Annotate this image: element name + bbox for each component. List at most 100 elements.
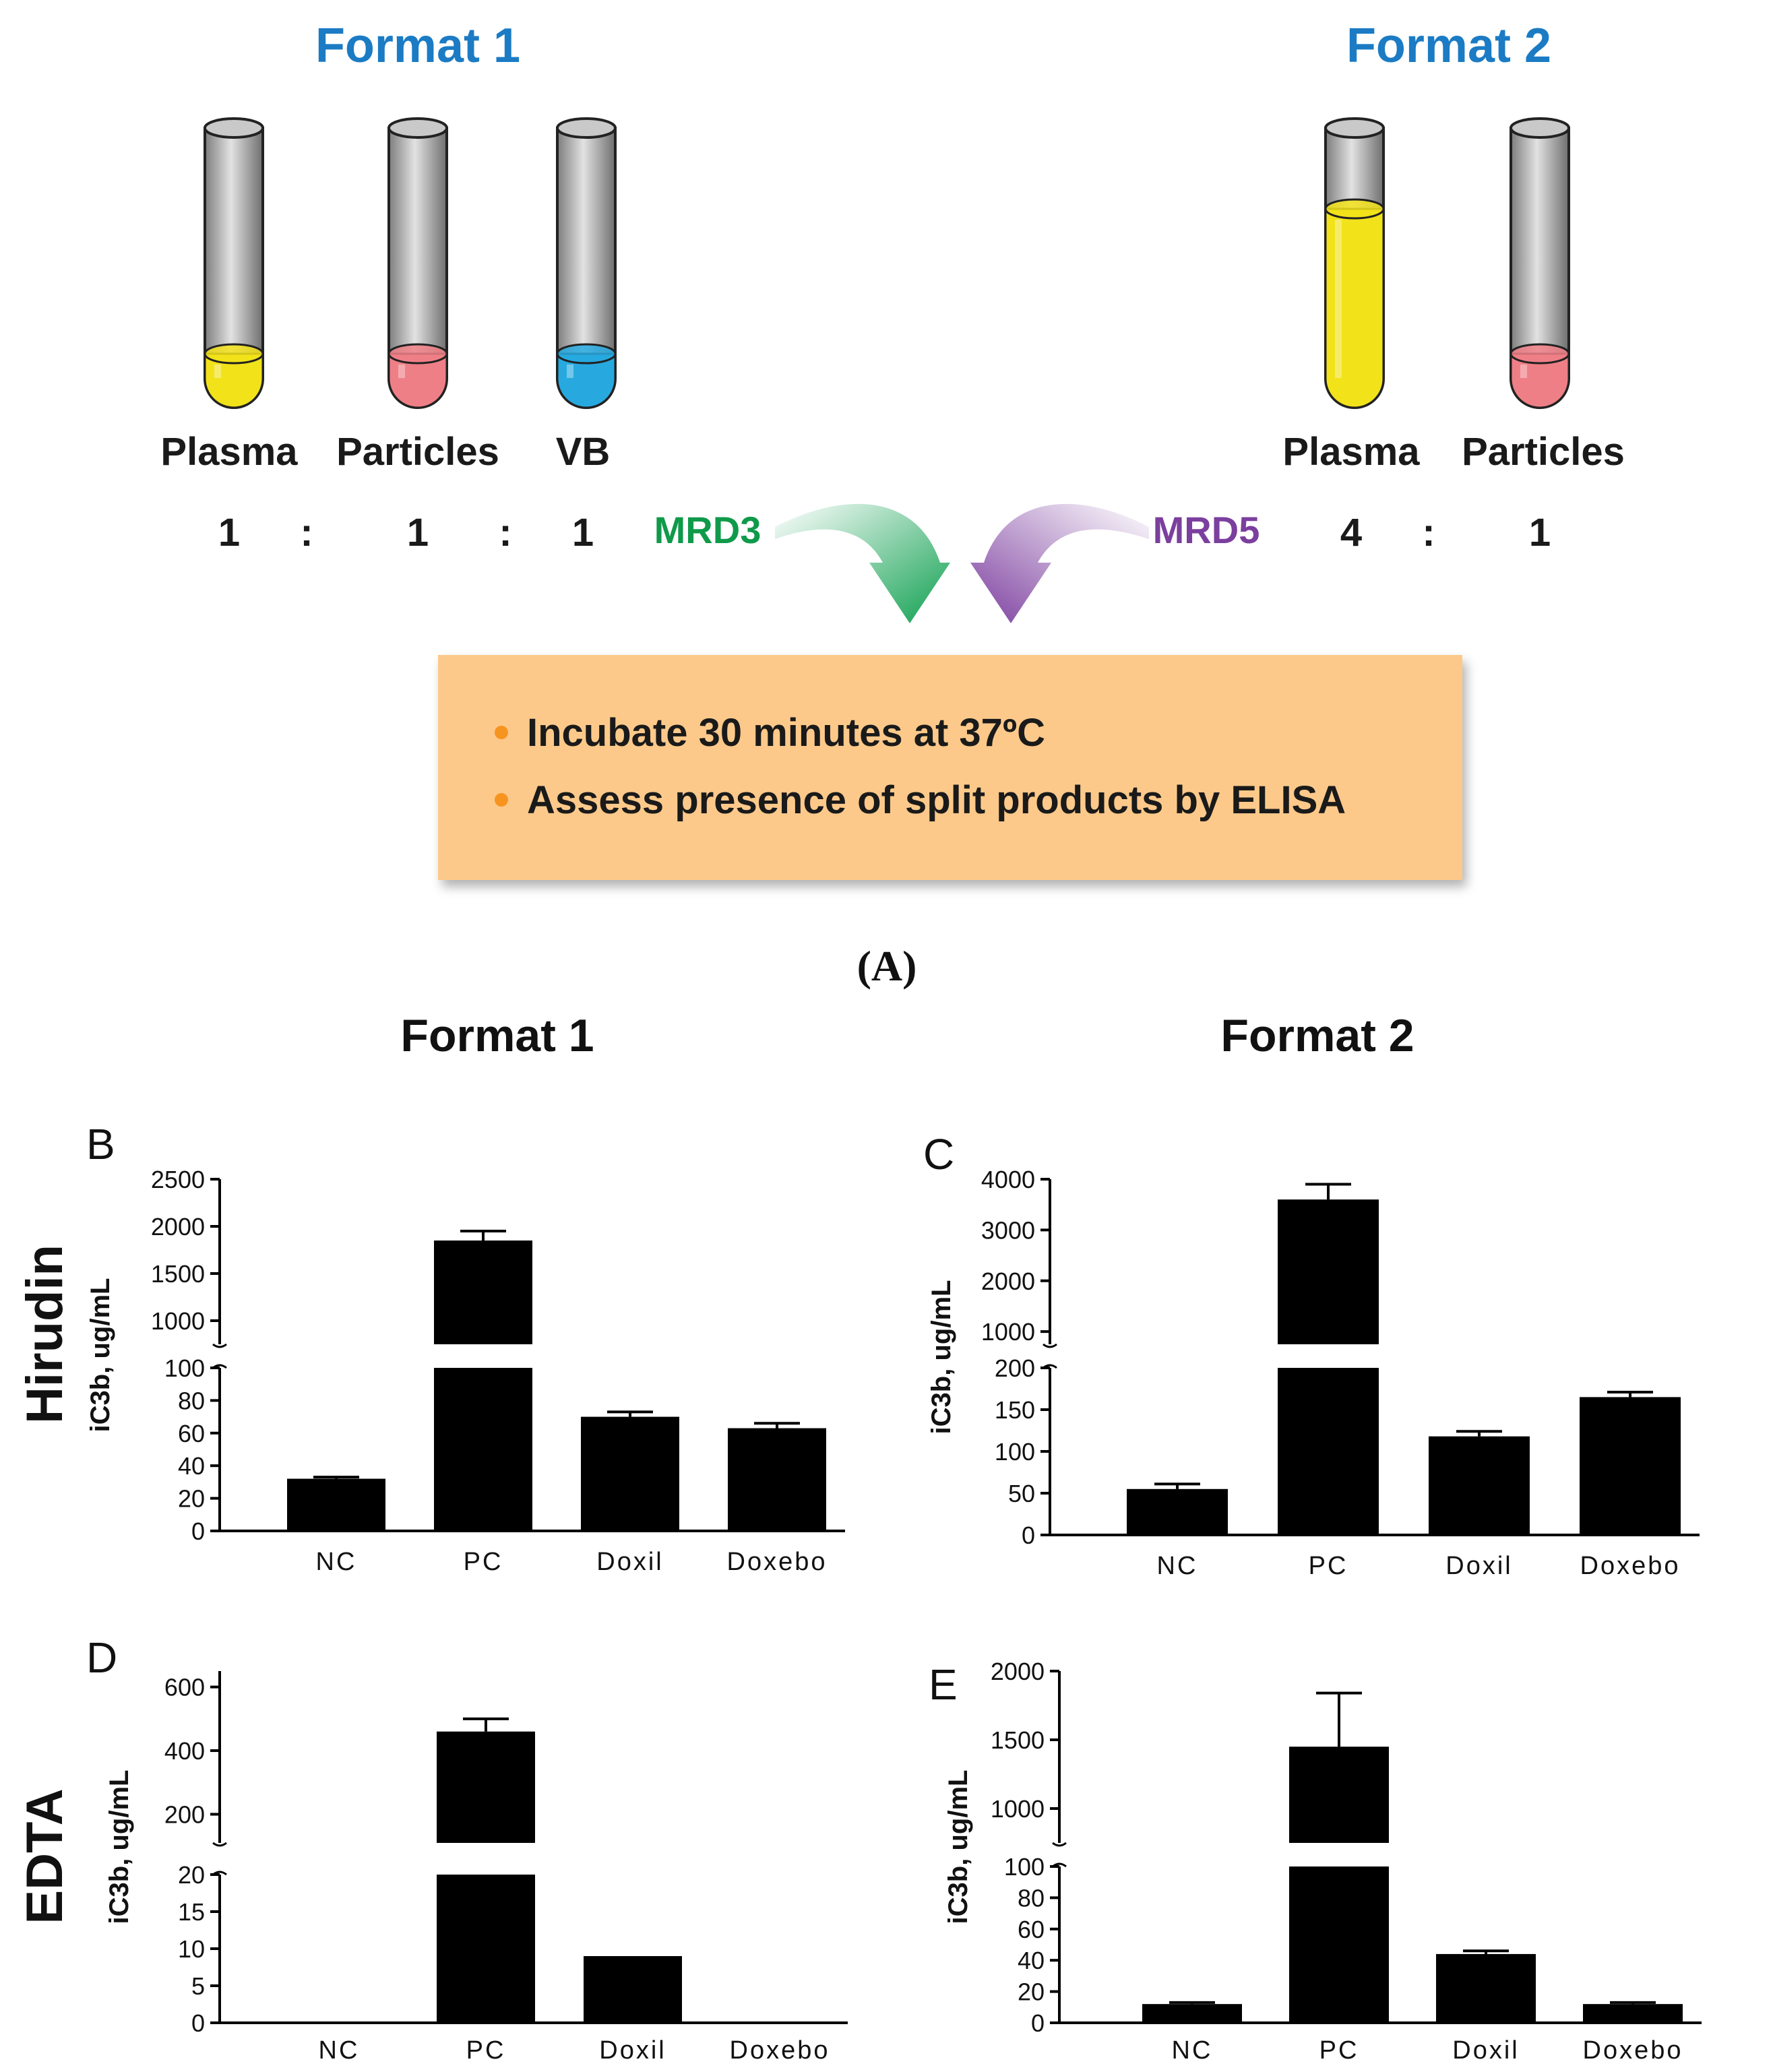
y-tick-label: 100 (1004, 1853, 1045, 1881)
tube-label-plasma-f2: Plasma (1282, 430, 1420, 474)
y-tick-label: 0 (1031, 2009, 1045, 2037)
bar-pc-lower (1289, 1866, 1389, 2023)
bar-doxil (584, 1956, 682, 2023)
y-tick-label: 3000 (981, 1216, 1035, 1244)
y-tick-label: 20 (1018, 1978, 1045, 2006)
y-tick-label: 15 (178, 1898, 205, 1926)
panel-letter: E (929, 1660, 958, 1709)
y-tick-label: 40 (1018, 1947, 1045, 1974)
y-tick-label: 1500 (991, 1726, 1045, 1754)
tube-label-particles-f1: Particles (336, 430, 499, 474)
mrd3-label: MRD3 (654, 509, 761, 551)
y-tick-label: 2000 (151, 1213, 205, 1241)
axis-break-mark (212, 1842, 227, 1847)
bullet-icon (495, 726, 508, 739)
y-tick-label: 1500 (151, 1260, 205, 1288)
panel-a: Format 1 Format 2 Plasma Particles VB Pl… (160, 19, 1624, 990)
y-tick-label: 60 (1018, 1916, 1045, 1943)
y-tick-label: 0 (191, 2009, 205, 2037)
panel-letter: D (86, 1633, 117, 1682)
bar-doxebo (728, 1428, 826, 1531)
y-tick-label: 200 (995, 1354, 1035, 1382)
x-tick-label: NC (1157, 1552, 1198, 1580)
x-tick-label: PC (1309, 1552, 1348, 1580)
x-tick-label: Doxebo (1583, 2036, 1683, 2065)
x-tick-label: PC (464, 1548, 503, 1576)
ratio-f1-plasma: 1 (218, 511, 240, 555)
x-tick-label: PC (466, 2036, 506, 2065)
y-tick-label: 100 (164, 1354, 205, 1382)
y-axis-label: iC3b, ug/mL (943, 1770, 973, 1924)
y-tick-label: 400 (164, 1737, 205, 1765)
ratio-f1-particles: 1 (407, 511, 429, 555)
panel-a-caption: (A) (857, 942, 917, 990)
tube-label-particles-f2: Particles (1462, 430, 1625, 474)
step-elisa: Assess presence of split products by ELI… (527, 778, 1346, 822)
x-tick-label: Doxil (596, 1548, 663, 1576)
ratio-sep: : (300, 511, 313, 555)
bar-doxil (581, 1416, 679, 1531)
test-tube-f1-0 (204, 117, 264, 409)
tube-group (204, 117, 1570, 409)
y-tick-label: 80 (1018, 1884, 1045, 1912)
bar-pc-upper (437, 1731, 535, 1843)
format1-title: Format 1 (315, 19, 520, 73)
y-tick-label: 150 (995, 1396, 1035, 1424)
bullet-icon (495, 793, 508, 807)
y-tick-label: 40 (178, 1452, 205, 1480)
format2-title: Format 2 (1346, 19, 1551, 73)
axis-break-mark (1043, 1343, 1057, 1348)
bar-pc-upper (434, 1241, 532, 1344)
y-tick-label: 4000 (981, 1166, 1035, 1193)
bar-nc (1142, 2004, 1242, 2023)
axis-break-mark (1052, 1842, 1067, 1847)
y-tick-label: 5 (191, 1972, 205, 2000)
x-tick-label: NC (319, 2036, 360, 2065)
bar-pc-lower (437, 1875, 535, 2023)
bar-doxebo (1580, 1397, 1681, 1535)
y-axis-label: iC3b, ug/mL (927, 1280, 956, 1435)
bar-pc-lower (1278, 1368, 1379, 1535)
x-tick-label: Doxil (1452, 2036, 1519, 2065)
tube-label-plasma-f1: Plasma (160, 430, 298, 474)
y-tick-label: 100 (995, 1438, 1035, 1466)
ratio-f2-plasma: 4 (1340, 511, 1362, 555)
panel-letter: C (923, 1130, 954, 1179)
panel-letter: B (86, 1120, 115, 1168)
y-tick-label: 2000 (981, 1267, 1035, 1295)
y-tick-label: 2000 (991, 1658, 1045, 1685)
test-tube-f1-2 (556, 117, 617, 409)
bar-pc-lower (434, 1368, 532, 1531)
bar-pc-upper (1278, 1199, 1379, 1344)
x-tick-label: Doxil (1445, 1552, 1512, 1580)
x-tick-label: PC (1319, 2036, 1359, 2065)
mrd5-arrow (970, 503, 1149, 623)
y-tick-label: 80 (178, 1387, 205, 1414)
ratio-sep: : (499, 511, 511, 555)
y-tick-label: 0 (1022, 1521, 1035, 1549)
y-tick-label: 20 (178, 1861, 205, 1889)
y-tick-label: 50 (1008, 1480, 1035, 1507)
ratio-sep: : (1422, 511, 1435, 555)
bar-nc (1127, 1488, 1228, 1535)
test-tube-f2-1 (1510, 117, 1570, 409)
ratio-f2-particles: 1 (1529, 511, 1551, 555)
bar-pc-upper (1289, 1747, 1389, 1843)
column-header-format2: Format 2 (1220, 1010, 1414, 1061)
row-header-hirudin: Hirudin (16, 1245, 73, 1424)
row-header-edta: EDTA (16, 1788, 73, 1924)
tube-label-vb-f1: VB (556, 430, 611, 474)
bar-doxebo (1583, 2004, 1683, 2023)
x-tick-label: NC (316, 1548, 357, 1576)
column-header-format1: Format 1 (400, 1010, 594, 1061)
x-tick-label: Doxebo (1580, 1552, 1681, 1580)
step-incubate: Incubate 30 minutes at 37ºC (527, 711, 1045, 755)
ratio-f1-vb: 1 (572, 511, 594, 555)
y-tick-label: 200 (164, 1801, 205, 1829)
y-axis-label: iC3b, ug/mL (86, 1278, 115, 1433)
x-tick-label: NC (1172, 2036, 1213, 2065)
y-tick-label: 0 (191, 1517, 205, 1545)
